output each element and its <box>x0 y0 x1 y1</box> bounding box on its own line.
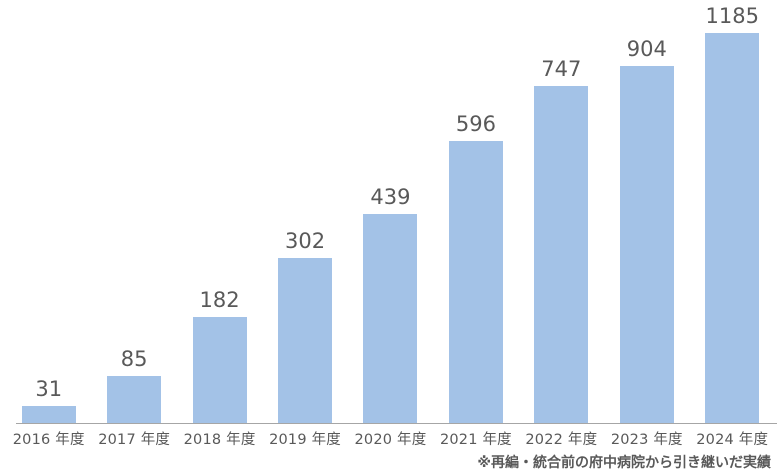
x-axis-label: 2021 年度 <box>439 432 512 448</box>
bar-value-label: 596 <box>455 111 496 136</box>
bar <box>619 66 674 423</box>
bar <box>448 141 503 423</box>
bar-value-label: 182 <box>199 287 240 312</box>
bar-column: 182 2018 年度 <box>177 0 262 476</box>
x-axis-label: 2017 年度 <box>98 432 171 448</box>
x-axis-label: 2020 年度 <box>354 432 427 448</box>
bar-value-label: 31 <box>35 376 63 401</box>
bar-value-label: 302 <box>284 228 326 253</box>
bar <box>21 406 76 423</box>
x-axis-label: 2019 年度 <box>269 432 341 448</box>
bar-column: 904 2023 年度 <box>604 0 689 476</box>
x-axis-label: 2022 年度 <box>525 432 598 448</box>
bar-column: 85 2017 年度 <box>91 0 176 476</box>
bar-column: 31 2016 年度 <box>6 0 91 476</box>
bar-column: 1185 2024 年度 <box>690 0 775 476</box>
x-axis-label: 2016 年度 <box>12 432 85 448</box>
bar-value-label: 439 <box>370 184 411 209</box>
bar-column: 596 2021 年度 <box>433 0 518 476</box>
bar <box>278 258 333 423</box>
bar-value-label: 85 <box>120 346 148 371</box>
x-axis-label: 2024 年度 <box>696 432 769 448</box>
bar-value-label: 747 <box>541 56 582 81</box>
bar <box>705 33 760 423</box>
bar-column: 747 2022 年度 <box>519 0 604 476</box>
x-axis-line <box>16 423 777 424</box>
bar <box>534 86 589 423</box>
bar <box>107 376 162 423</box>
x-axis-label: 2018 年度 <box>183 432 256 448</box>
bar-column: 302 2019 年度 <box>262 0 347 476</box>
bar <box>192 317 247 423</box>
bar-value-label: 1185 <box>705 3 759 28</box>
bar <box>363 214 418 423</box>
x-axis-label: 2023 年度 <box>610 432 683 448</box>
chart-footnote: ※再編・統合前の府中病院から引き継いだ実績 <box>477 455 771 471</box>
bar-column: 439 2020 年度 <box>348 0 433 476</box>
bar-value-label: 904 <box>626 36 667 61</box>
